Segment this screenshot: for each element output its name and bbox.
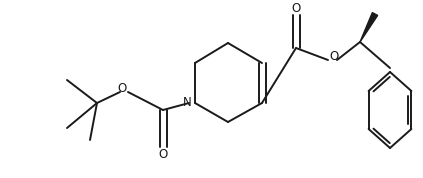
- Text: N: N: [183, 96, 191, 109]
- Text: O: O: [291, 1, 301, 14]
- Polygon shape: [360, 13, 378, 42]
- Text: O: O: [117, 82, 126, 95]
- Text: O: O: [330, 51, 339, 64]
- Text: O: O: [158, 148, 168, 161]
